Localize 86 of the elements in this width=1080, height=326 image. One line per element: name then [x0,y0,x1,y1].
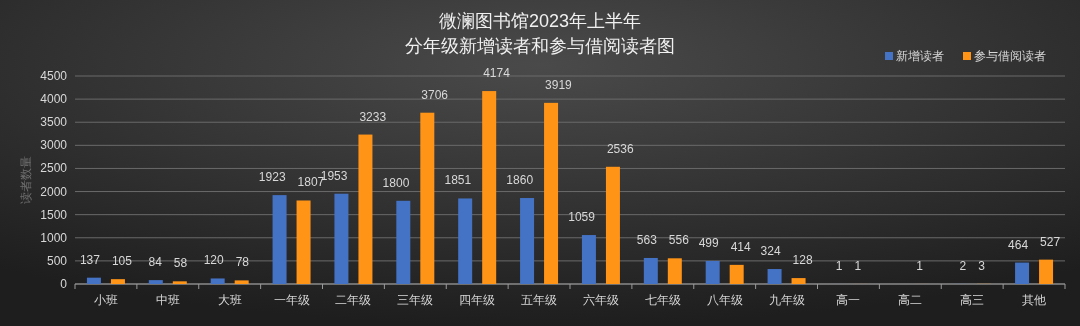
bar [1015,262,1030,284]
bar [729,264,744,284]
data-label: 563 [636,232,658,247]
y-tick-label: 1500 [40,207,68,222]
data-label: 527 [1040,234,1061,249]
x-tick-label: 小班 [93,293,118,307]
legend-label: 参与借阅读者 [974,49,1046,63]
data-label: 1 [835,258,843,273]
y-tick-label: 2500 [40,161,68,176]
bar [272,195,287,284]
y-tick-label: 4000 [40,92,68,107]
bar [544,102,559,284]
data-label: 84 [148,255,163,270]
bar [396,200,411,284]
x-tick-label: 高一 [836,293,861,307]
data-label: 499 [698,235,719,250]
data-label: 78 [235,255,250,270]
bar [705,260,720,284]
data-label: 3233 [359,109,387,124]
data-label: 4174 [483,66,511,81]
legend-label: 新增读者 [896,49,944,63]
bar [791,278,806,284]
y-tick-label: 3000 [40,138,68,153]
x-tick-label: 高三 [960,293,985,307]
data-label: 464 [1008,237,1029,252]
bar [234,280,249,284]
bar [172,281,187,284]
bar [296,200,311,284]
chart-title: 微澜图书馆2023年上半年 [438,11,642,31]
data-label: 105 [111,254,133,269]
data-label: 120 [203,253,224,268]
data-label: 3 [978,258,986,273]
x-tick-label: 大班 [217,293,242,307]
data-label: 137 [79,252,101,267]
data-label: 414 [730,239,752,254]
y-axis-title: 读者数量 [19,156,33,204]
data-label: 1923 [258,170,286,185]
bar [520,198,535,284]
data-label: 1059 [568,210,596,225]
bar [1039,259,1054,284]
bar [482,91,497,284]
y-tick-label: 500 [46,253,68,268]
x-tick-label: 二年级 [335,293,372,307]
bar [605,166,620,284]
data-label: 2 [959,258,967,273]
bar [334,193,349,284]
bar [581,235,596,284]
x-tick-label: 中班 [155,293,180,307]
x-tick-label: 八年级 [706,293,743,307]
y-tick-label: 3500 [40,115,68,130]
data-label: 3706 [421,87,449,102]
bar [643,257,658,284]
bar [767,269,782,284]
bar [458,198,473,284]
y-tick-label: 0 [60,277,68,291]
data-label: 128 [792,253,813,268]
x-tick-label: 九年级 [768,293,805,307]
y-tick-label: 2000 [40,184,68,199]
x-tick-label: 四年级 [459,293,496,307]
x-tick-label: 高二 [898,293,923,307]
data-label: 2536 [606,141,634,156]
bar [210,278,225,284]
data-label: 1800 [382,175,410,190]
bar [110,279,125,284]
x-tick-label: 一年级 [273,293,310,307]
x-tick-label: 三年级 [397,293,434,307]
data-label: 556 [668,233,690,248]
y-tick-label: 4500 [40,69,68,83]
bar [358,134,373,284]
data-label: 3919 [545,77,573,92]
bar [667,258,682,284]
bar [148,280,163,284]
data-label: 1851 [444,173,472,188]
data-label: 324 [760,244,781,259]
x-tick-label: 其他 [1022,293,1047,307]
bar [86,277,101,284]
data-label: 1860 [506,173,534,188]
data-label: 58 [173,256,188,271]
chart-subtitle: 分年级新增读者和参与借阅读者图 [405,36,675,56]
data-label: 1 [854,258,862,273]
data-label: 1 [916,258,924,273]
x-tick-label: 五年级 [521,293,558,307]
y-tick-label: 1000 [40,230,68,245]
x-tick-label: 七年级 [644,293,681,307]
x-tick-label: 六年级 [582,293,619,307]
bar [420,112,435,284]
